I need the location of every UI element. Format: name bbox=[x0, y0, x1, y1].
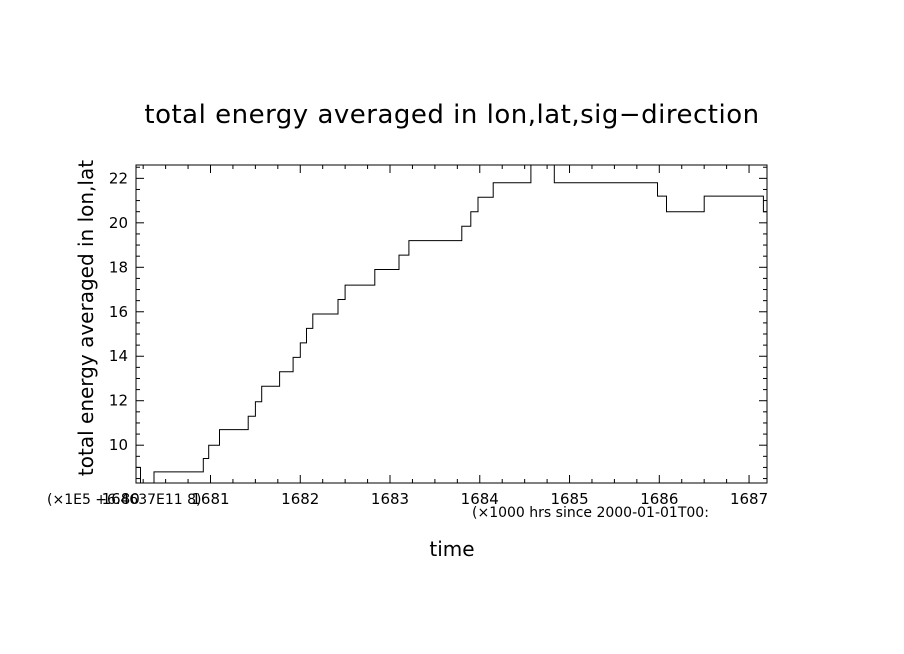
y-axis-multiplier-note: (×1E5 +6.4637E11 8) bbox=[47, 492, 202, 508]
y-tick-label: 14 bbox=[109, 347, 128, 365]
x-tick-label: 1681 bbox=[191, 490, 229, 508]
x-tick-label: 1684 bbox=[461, 490, 499, 508]
x-tick-label: 1685 bbox=[550, 490, 588, 508]
x-axis-multiplier-note: (×1000 hrs since 2000-01-01T00: bbox=[472, 505, 709, 521]
series-line-0 bbox=[136, 165, 767, 483]
ticks-group: 1680 1681 1682 1683 1684 1685 1686 1687 10 12 14 16… bbox=[102, 165, 768, 508]
x-tick-label: 1683 bbox=[371, 490, 409, 508]
y-axis-label: total energy averaged in lon,lat bbox=[74, 160, 98, 476]
y-tick-label: 20 bbox=[109, 214, 128, 232]
x-axis-label: time bbox=[429, 537, 474, 561]
x-tick-label: 1686 bbox=[640, 490, 678, 508]
series-group bbox=[136, 165, 767, 483]
chart-title: total energy averaged in lon,lat,sig−dir… bbox=[144, 100, 759, 130]
x-tick-label: 1687 bbox=[730, 490, 768, 508]
y-tick-label: 22 bbox=[109, 169, 128, 187]
y-tick-label: 10 bbox=[109, 436, 128, 454]
y-tick-label: 18 bbox=[109, 258, 128, 276]
plot-area: 1680 1681 1682 1683 1684 1685 1686 1687 10 12 14 16… bbox=[102, 164, 768, 508]
y-tick-label: 12 bbox=[109, 392, 128, 410]
y-tick-label: 16 bbox=[109, 303, 128, 321]
x-tick-label: 1682 bbox=[281, 490, 319, 508]
plot-frame bbox=[135, 164, 768, 484]
x-tick-label: 1680 bbox=[102, 490, 140, 508]
